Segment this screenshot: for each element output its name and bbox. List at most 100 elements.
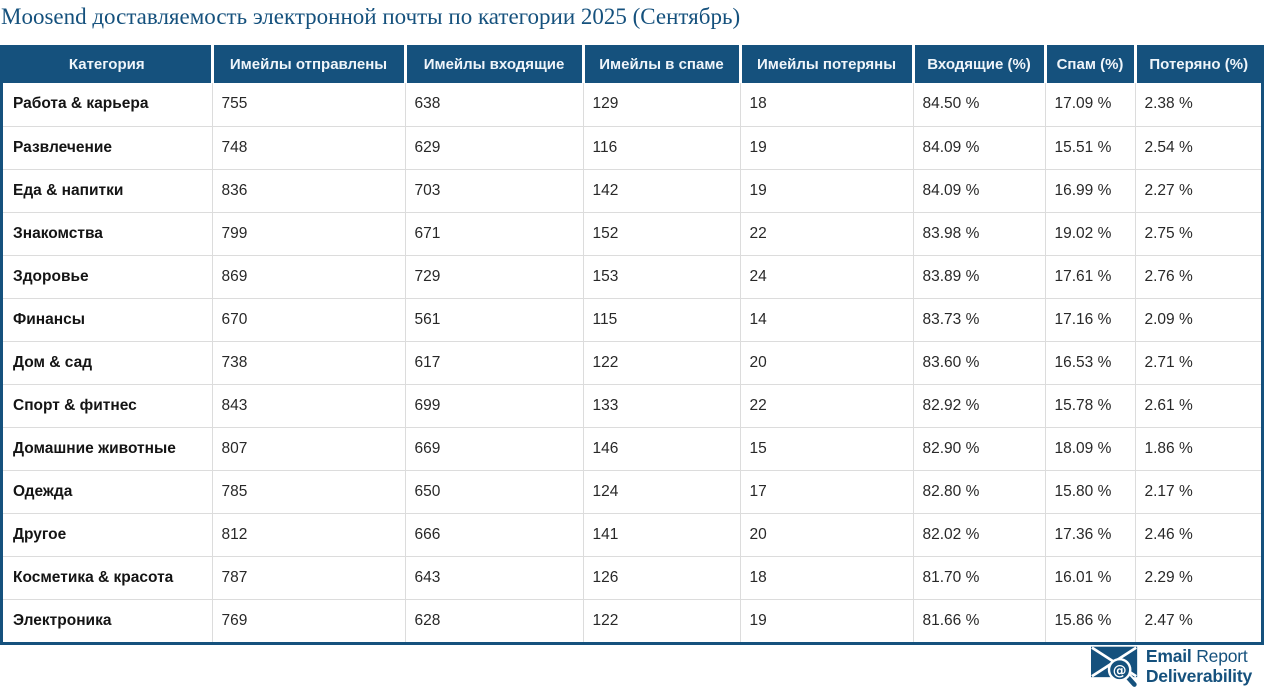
value-cell: 561 [404, 298, 583, 342]
value-cell: 2.46 % [1134, 513, 1261, 557]
value-cell: 152 [582, 212, 740, 256]
value-cell: 20 [739, 341, 913, 385]
table-body: Работа & карьера 755 638 129 18 84.50 % 17.09 … [3, 83, 1261, 642]
category-cell: Косметика & красота [3, 556, 212, 600]
table-row: Одежда 785 650 124 17 82.80 % 15.80 % 2.17 % [3, 470, 1261, 514]
value-cell: 16.53 % [1044, 341, 1135, 385]
value-cell: 146 [582, 427, 740, 471]
value-cell: 22 [739, 384, 913, 428]
value-cell: 22 [739, 212, 913, 256]
value-cell: 643 [404, 556, 583, 600]
table-header: Категория Имейлы отправлены Имейлы входящи… [3, 45, 1261, 83]
value-cell: 122 [582, 599, 740, 642]
value-cell: 84.09 % [912, 126, 1045, 170]
value-cell: 19 [739, 599, 913, 642]
category-cell: Спорт & фитнес [3, 384, 212, 428]
value-cell: 2.17 % [1134, 470, 1261, 514]
value-cell: 16.99 % [1044, 169, 1135, 213]
value-cell: 20 [739, 513, 913, 557]
page-title: Moosend доставляемость электронной почты… [1, 4, 741, 29]
value-cell: 836 [211, 169, 405, 213]
column-header-5: Входящие (%) [911, 45, 1045, 83]
value-cell: 17.61 % [1044, 255, 1135, 299]
table-row: Финансы 670 561 115 14 83.73 % 17.16 % 2.09 % [3, 298, 1261, 342]
table-row: Домашние животные 807 669 146 15 82.90 % 18.09… [3, 427, 1261, 471]
value-cell: 82.02 % [912, 513, 1045, 557]
table-row: Здоровье 869 729 153 24 83.89 % 17.61 % 2.76 % [3, 255, 1261, 299]
value-cell: 699 [404, 384, 583, 428]
value-cell: 671 [404, 212, 583, 256]
value-cell: 2.75 % [1134, 212, 1261, 256]
category-cell: Электроника [13, 611, 112, 629]
value-cell: 729 [404, 255, 583, 299]
value-cell: 670 [211, 298, 405, 342]
value-cell: 122 [582, 341, 740, 385]
value-cell: 19.02 % [1044, 212, 1135, 256]
value-cell: 19 [739, 169, 913, 213]
value-cell: 82.80 % [912, 470, 1045, 514]
value-cell: 83.98 % [912, 212, 1045, 256]
value-cell: 669 [404, 427, 583, 471]
value-cell: 18 [739, 556, 913, 600]
table-row: Косметика & красота 787 643 126 18 81.70 % 16.… [3, 556, 1261, 600]
value-cell: 16.01 % [1044, 556, 1135, 600]
header-row: Категория Имейлы отправлены Имейлы входящи… [3, 45, 1261, 83]
value-cell: 666 [404, 513, 583, 557]
value-cell: 82.92 % [912, 384, 1045, 428]
table-row: Работа & карьера 755 638 129 18 84.50 % 17.09 … [3, 83, 1261, 127]
brand-text: Email Report Deliverability [1146, 647, 1252, 686]
value-cell: 126 [582, 556, 740, 600]
table-row: Еда & напитки 836 703 142 19 84.09 % 16.99 % 2.… [3, 169, 1261, 213]
value-cell: 129 [582, 83, 740, 127]
value-cell: 799 [211, 212, 405, 256]
value-cell: 2.09 % [1134, 298, 1261, 342]
table-row: Дом & сад 738 617 122 20 83.60 % 16.53 % 2.71 % [3, 341, 1261, 385]
value-cell: 142 [582, 169, 740, 213]
value-cell: 812 [211, 513, 405, 557]
value-cell: 2.29 % [1134, 556, 1261, 600]
value-cell: 2.71 % [1134, 341, 1261, 385]
brand-line2: Deliverability [1145, 666, 1252, 686]
value-cell: 785 [211, 470, 405, 514]
value-cell: 1.86 % [1134, 427, 1261, 471]
category-cell: Одежда [3, 470, 212, 514]
table-row: Другое 812 666 141 20 82.02 % 17.36 % 2.46 % [3, 513, 1261, 557]
value-cell: 124 [582, 470, 740, 514]
value-cell: 83.60 % [912, 341, 1045, 385]
value-cell: 617 [404, 341, 583, 385]
column-header-7: Потеряно (%) [1133, 45, 1261, 83]
value-cell: 17.16 % [1044, 298, 1135, 342]
table-row: Знакомства 799 671 152 22 83.98 % 19.02 % 2.75 … [3, 212, 1261, 256]
value-cell: 15.80 % [1044, 470, 1135, 514]
value-cell: 738 [211, 341, 405, 385]
table-container: Категория Имейлы отправлены Имейлы входящи… [0, 45, 1264, 645]
value-cell: 787 [211, 556, 405, 600]
value-cell: 153 [582, 255, 740, 299]
category-cell: Развлечение [3, 126, 212, 170]
column-header-2: Имейлы входящие [403, 45, 583, 83]
value-cell: 2.27 % [1134, 169, 1261, 213]
value-cell: 84.50 % [912, 83, 1045, 127]
value-cell: 843 [211, 384, 405, 428]
value-cell: 19 [739, 126, 913, 170]
value-cell: 2.54 % [1134, 126, 1261, 170]
value-cell: 81.70 % [912, 556, 1045, 600]
category-cell: Дом & сад [3, 341, 212, 385]
value-cell: 2.47 % [1134, 599, 1261, 642]
value-cell: 18.09 % [1044, 427, 1135, 471]
table-row: Развлечение 748 629 116 19 84.09 % 15.51 % 2.54… [3, 126, 1261, 170]
value-cell: 2.76 % [1134, 255, 1261, 299]
value-cell: 14 [739, 298, 913, 342]
value-cell: 807 [211, 427, 405, 471]
value-cell: 755 [211, 83, 405, 127]
category-cell: Финансы [3, 298, 212, 342]
value-cell: 2.61 % [1134, 384, 1261, 428]
email-envelope-magnifier-icon: @ [1090, 646, 1139, 688]
value-cell: 15.86 % [1044, 599, 1135, 642]
value-cell: 24 [739, 255, 913, 299]
value-cell: 17.09 % [1044, 83, 1135, 127]
brand-line1: Email Report [1145, 646, 1248, 667]
category-cell: Здоровье [3, 255, 212, 299]
value-cell: 17.36 % [1044, 513, 1135, 557]
